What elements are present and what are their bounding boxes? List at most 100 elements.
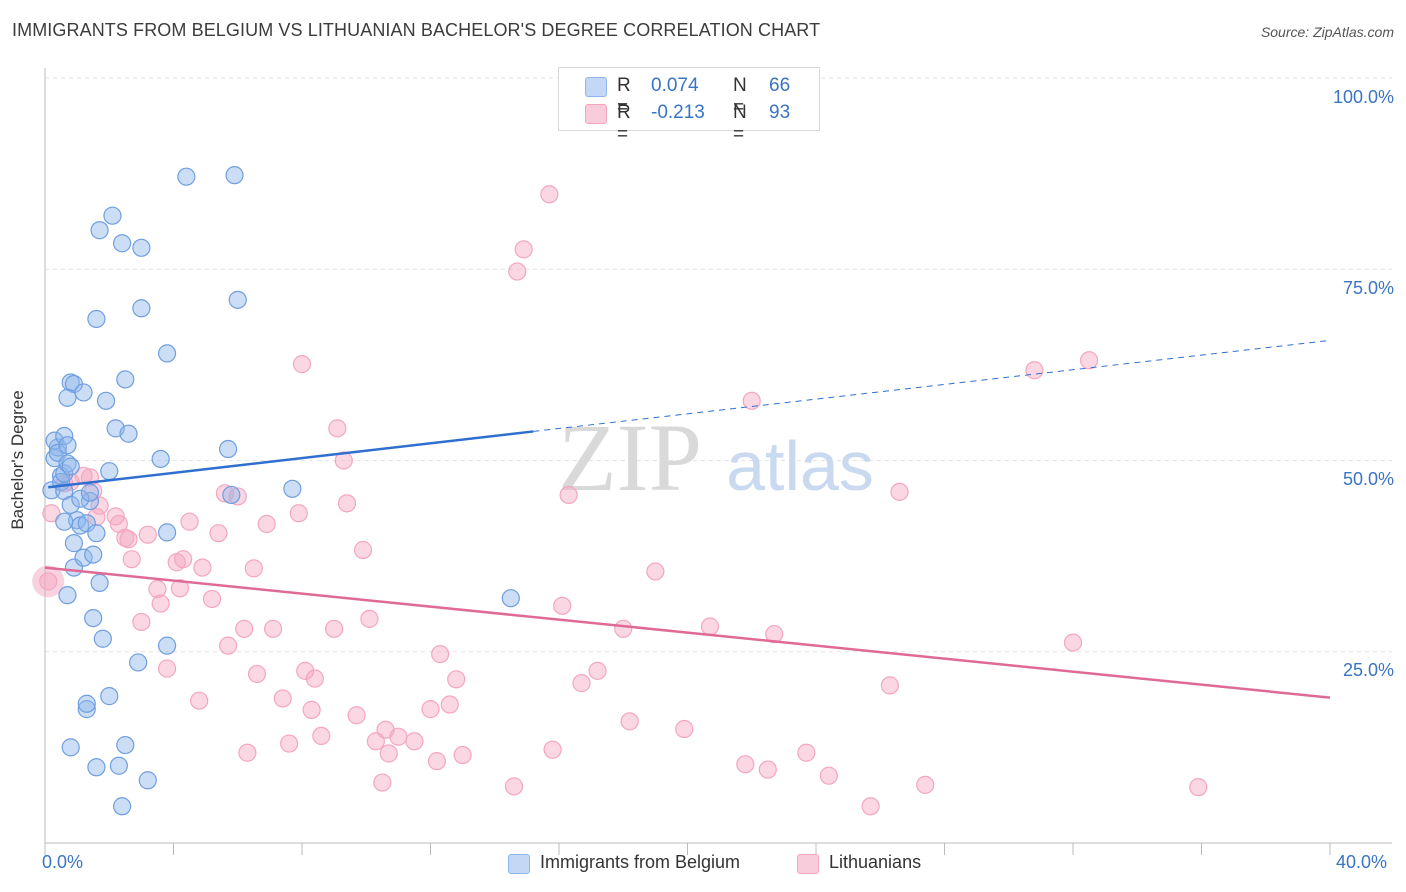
lithuanian-point xyxy=(700,617,720,636)
y-tick-50: 50.0% xyxy=(1342,469,1394,489)
belgium-point xyxy=(90,221,109,240)
lithuanian-point xyxy=(440,695,459,714)
legend-n-value-belgium: 66 xyxy=(769,75,791,96)
lithuanian-point xyxy=(244,559,263,578)
lithuanian-point xyxy=(572,674,591,693)
belgium-point xyxy=(61,495,80,514)
lithuanian-point xyxy=(32,565,65,598)
lithuanian-point xyxy=(296,661,315,680)
lithuanian-point xyxy=(880,676,899,695)
chart-source: Source: ZipAtlas.com xyxy=(1260,24,1394,40)
belgium-point xyxy=(116,370,135,389)
legend-swatch-lithuanian xyxy=(585,104,607,124)
bottom-legend-swatch-belgium xyxy=(508,854,530,874)
lithuanian-point xyxy=(389,727,408,746)
belgium-point xyxy=(132,299,151,318)
belgium-point xyxy=(157,344,177,363)
belgium-point xyxy=(112,234,132,253)
belgium-point xyxy=(283,479,302,498)
lithuanian-point xyxy=(553,596,572,615)
belgium-point xyxy=(112,797,132,816)
lithuanian-point xyxy=(228,487,247,506)
watermark: ZIP atlas xyxy=(558,404,874,511)
lithuanian-point xyxy=(174,550,193,569)
legend-r-value-belgium: 0.074 xyxy=(651,75,699,96)
x-tick-40: 40.0% xyxy=(1336,852,1388,872)
lithuanian-point xyxy=(736,755,755,774)
lithuanian-point xyxy=(508,262,527,281)
belgium-point xyxy=(109,756,128,775)
belgium-point xyxy=(71,489,90,508)
lithuanian-point xyxy=(614,619,633,638)
lithuanian-point xyxy=(280,734,299,753)
lithuanian-point xyxy=(247,664,267,684)
chart-title: IMMIGRANTS FROM BELGIUM VS LITHUANIAN BA… xyxy=(12,20,821,40)
lithuanian-point xyxy=(559,485,578,505)
lithuanian-point xyxy=(273,689,292,708)
bottom-legend-label-belgium: Immigrants from Belgium xyxy=(540,852,741,872)
lithuanian-point xyxy=(257,514,276,534)
lithuanian-point xyxy=(292,355,312,374)
lithuanian-point xyxy=(328,419,347,438)
belgium-point xyxy=(58,454,77,473)
belgium-point xyxy=(87,309,106,329)
belgium-point xyxy=(119,424,138,443)
belgium-point xyxy=(129,653,148,672)
watermark-zip: ZIP xyxy=(558,404,702,511)
belgium-point xyxy=(55,512,74,531)
lithuanian-point xyxy=(373,773,392,792)
legend-n-label: N = xyxy=(733,102,747,145)
lithuanian-point xyxy=(427,752,447,771)
belgium-point xyxy=(58,586,77,605)
lithuanian-point xyxy=(202,589,222,609)
legend-r-label: R = xyxy=(617,102,631,145)
belgium-point xyxy=(501,589,520,608)
lithuanian-point xyxy=(819,766,838,785)
lithuanian-point xyxy=(87,508,106,527)
lithuanian-point xyxy=(447,670,466,689)
lithuanian-point xyxy=(360,609,379,628)
lithuanian-point xyxy=(132,612,151,632)
lithuanian-point xyxy=(742,391,761,410)
lithuanian-point xyxy=(42,504,61,523)
lithuanian-point xyxy=(1063,633,1083,652)
lithuanian-point xyxy=(758,760,777,779)
belgium-point xyxy=(151,449,170,469)
lithuanian-point xyxy=(379,744,398,763)
lithuanian-point xyxy=(90,496,109,515)
lithuanian-point xyxy=(620,712,639,731)
belgium-point xyxy=(157,636,177,655)
belgium-point xyxy=(93,629,112,648)
belgium-point xyxy=(225,166,244,185)
lithuanian-point xyxy=(453,745,472,765)
belgium-point xyxy=(77,700,96,719)
lithuanian-point xyxy=(193,558,212,577)
lithuanian-point xyxy=(861,797,880,816)
lithuanian-point xyxy=(675,719,694,739)
belgium-points xyxy=(42,166,520,816)
belgium-point xyxy=(96,391,116,410)
lithuanian-point xyxy=(431,644,450,664)
belgium-point xyxy=(64,534,84,553)
lithuanian-point xyxy=(235,619,254,638)
lithuanian-point xyxy=(263,619,283,638)
lithuanian-point xyxy=(1189,778,1208,797)
lithuanian-point xyxy=(890,482,909,501)
belgium-point xyxy=(58,388,77,407)
belgium-point xyxy=(61,738,80,757)
lithuanian-point xyxy=(347,706,366,725)
belgium-point xyxy=(116,735,135,755)
lithuanian-point xyxy=(151,594,170,613)
legend-n-label: N = xyxy=(733,75,747,118)
lithuanian-point xyxy=(170,579,190,598)
lithuanian-point xyxy=(916,775,935,794)
belgium-point xyxy=(80,483,100,502)
lithuanian-point xyxy=(353,540,373,560)
grid-lines xyxy=(45,77,1392,653)
belgium-point xyxy=(138,771,157,790)
bottom-legend-swatch-lithuanian xyxy=(797,854,819,874)
lithuanian-point xyxy=(148,579,167,599)
belgium-point xyxy=(90,573,109,593)
y-tick-100: 100.0% xyxy=(1332,87,1394,107)
